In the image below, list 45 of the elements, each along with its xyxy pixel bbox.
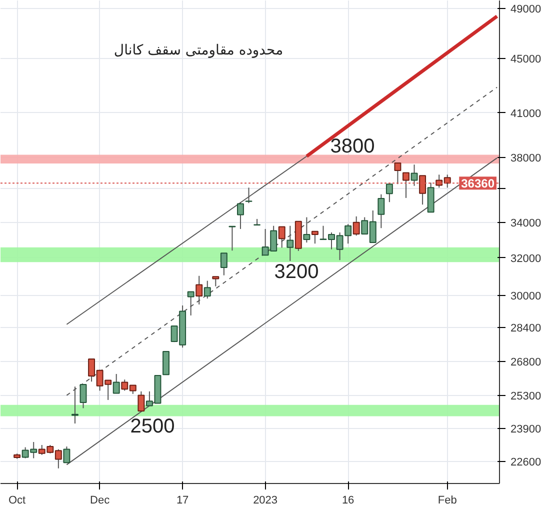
ref-line-label: 36360 <box>461 176 495 191</box>
y-tick-label: 34000 <box>510 217 542 230</box>
annotation: 2500 <box>130 415 175 438</box>
x-tick-label: 17 <box>176 494 189 506</box>
y-tick-label: 41000 <box>510 108 542 120</box>
candlestick <box>419 175 426 206</box>
candlestick <box>112 373 120 394</box>
y-tick-label: 30000 <box>510 290 542 303</box>
y-tick-label: 49000 <box>510 4 542 16</box>
candlestick <box>303 216 310 244</box>
y-tick-label: 23900 <box>510 424 542 436</box>
candlestick <box>187 291 194 316</box>
candlestick <box>204 280 211 300</box>
annotation: 3800 <box>330 136 375 158</box>
candlestick <box>402 172 410 198</box>
y-tick-label: 26800 <box>510 356 542 369</box>
candlestick <box>286 225 294 262</box>
y-tick-label: 22600 <box>510 456 542 468</box>
y-tick-label: 28400 <box>510 322 542 335</box>
candlestick <box>220 252 228 276</box>
candlestick <box>212 276 220 287</box>
x-tick-label: Oct <box>8 494 26 506</box>
candlestick <box>311 230 318 244</box>
candlestick <box>352 216 360 236</box>
y-tick-label: 32000 <box>510 252 542 265</box>
candlestick <box>386 184 393 203</box>
candlestick <box>138 390 145 412</box>
annotation: 3200 <box>274 261 319 284</box>
candlestick <box>254 218 261 226</box>
candlestick <box>394 162 402 185</box>
candlestick <box>278 226 286 248</box>
annotation: محدوده مقاومتی سقف کانال <box>114 42 284 58</box>
x-tick-label: Feb <box>438 494 457 506</box>
x-tick-label: 16 <box>342 494 354 506</box>
x-tick-label: 2023 <box>253 494 278 506</box>
candlestick <box>162 350 170 376</box>
y-tick-label: 25300 <box>510 390 542 402</box>
candlestick <box>196 275 203 305</box>
y-tick-label: 38000 <box>510 152 542 164</box>
candlestick <box>237 202 244 230</box>
y-tick-label: 45000 <box>510 53 542 66</box>
candlestick <box>245 187 252 204</box>
candlestick <box>410 164 418 186</box>
candlestick <box>378 194 385 229</box>
x-tick-label: Dec <box>90 494 110 506</box>
